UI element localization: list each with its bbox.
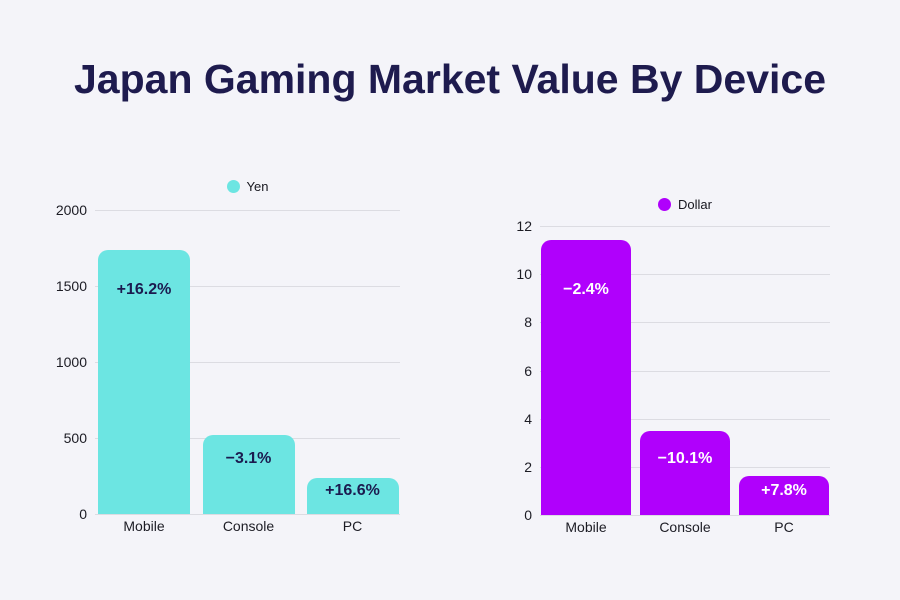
dollar-legend: Dollar bbox=[540, 197, 830, 212]
mobile-bar-dollar bbox=[541, 240, 631, 515]
console-bar-yen bbox=[202, 434, 295, 514]
x-axis-label-mobile: Mobile bbox=[123, 518, 165, 534]
gridline bbox=[540, 515, 830, 516]
gridline bbox=[540, 274, 830, 276]
gridline bbox=[540, 226, 830, 227]
y-tick-label: 500 bbox=[63, 430, 87, 446]
y-tick-label: 4 bbox=[524, 410, 532, 427]
y-tick-label: 6 bbox=[524, 362, 532, 379]
x-axis-label-pc: PC bbox=[774, 519, 794, 535]
dollar-legend-swatch-icon bbox=[658, 198, 672, 211]
page-title: Japan Gaming Market Value By Device bbox=[74, 56, 826, 102]
pc-bar-yen bbox=[306, 477, 399, 514]
x-axis-label-mobile: Mobile bbox=[565, 519, 607, 535]
yen-legend-label: Yen bbox=[246, 179, 269, 194]
y-tick-label: 12 bbox=[516, 218, 532, 234]
y-tick-label: 1000 bbox=[55, 354, 87, 370]
gridline bbox=[540, 418, 830, 420]
y-tick-label: 10 bbox=[516, 266, 532, 283]
y-tick-label: 0 bbox=[79, 506, 87, 522]
gridline bbox=[95, 286, 400, 287]
bar-value-label: +7.8% bbox=[761, 482, 807, 499]
x-axis-label-console: Console bbox=[659, 519, 711, 535]
x-axis-label-pc: PC bbox=[342, 518, 363, 534]
gridline bbox=[540, 370, 830, 372]
console-bar-dollar bbox=[640, 430, 730, 515]
gridline bbox=[540, 322, 830, 324]
mobile-bar-yen bbox=[98, 249, 190, 514]
gridline bbox=[95, 210, 400, 211]
bar-value-label: −10.1% bbox=[657, 450, 713, 467]
y-tick-label: 2 bbox=[524, 458, 532, 475]
gridline bbox=[95, 514, 400, 515]
yen-legend-swatch-icon bbox=[226, 180, 240, 193]
gridline bbox=[95, 362, 400, 363]
bar-value-label: −3.1% bbox=[225, 450, 272, 467]
bar-value-label: −2.4% bbox=[563, 281, 609, 298]
x-axis-label-console: Console bbox=[222, 518, 275, 534]
yen-legend: Yen bbox=[95, 179, 400, 194]
y-tick-label: 2000 bbox=[55, 202, 87, 218]
y-tick-label: 0 bbox=[524, 507, 532, 523]
y-tick-label: 8 bbox=[524, 314, 532, 331]
dollar-legend-label: Dollar bbox=[678, 197, 712, 212]
bar-value-label: +16.2% bbox=[116, 281, 172, 298]
pc-bar-dollar bbox=[739, 476, 829, 515]
bar-value-label: +16.6% bbox=[325, 482, 380, 499]
y-tick-label: 1500 bbox=[55, 278, 87, 294]
